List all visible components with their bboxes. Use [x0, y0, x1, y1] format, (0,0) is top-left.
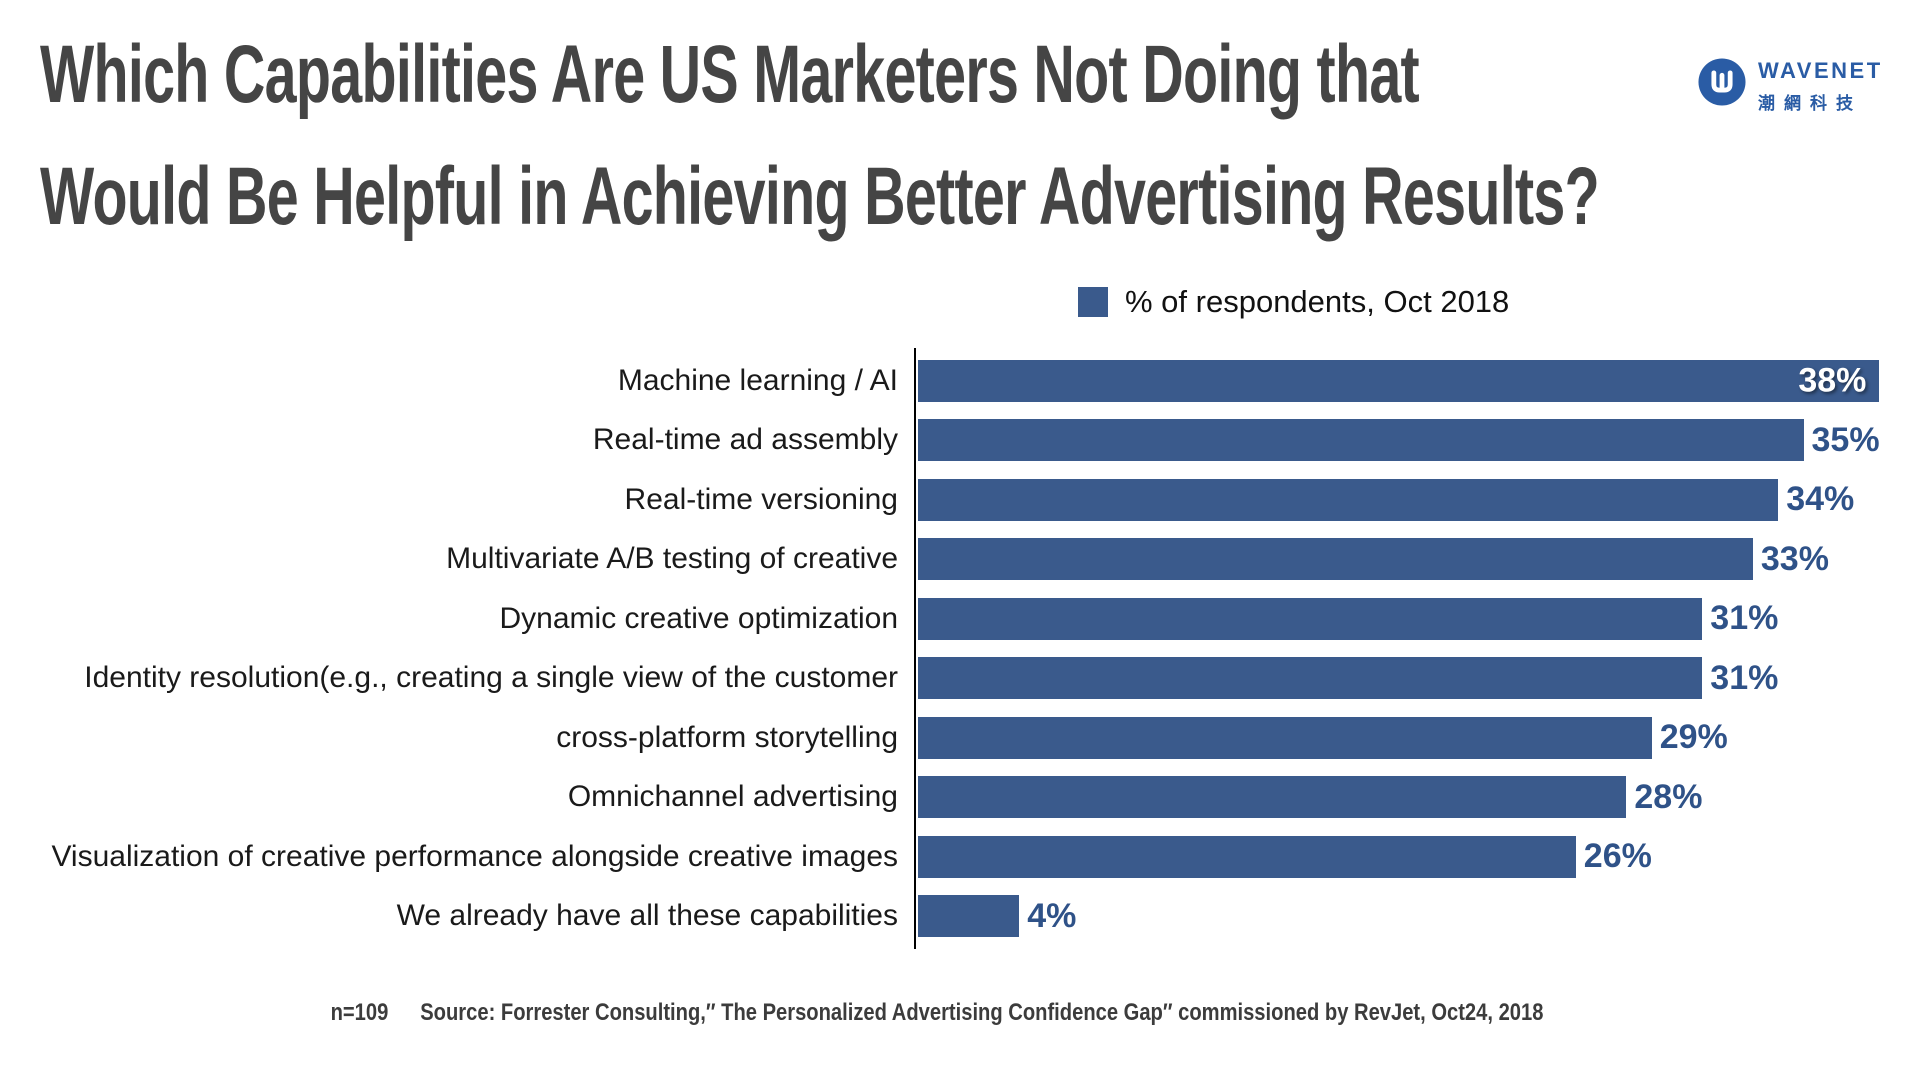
- bar-row: We already have all these capabilities 4…: [0, 887, 1920, 947]
- bar-row: cross-platform storytelling 29%: [0, 708, 1920, 768]
- bar-zone: 26%: [918, 835, 1920, 878]
- page-title-line2: Would Be Helpful in Achieving Better Adv…: [40, 151, 1600, 242]
- bar-zone: 33%: [918, 538, 1920, 581]
- bar: [918, 895, 1020, 938]
- bar-zone: 31%: [918, 657, 1920, 700]
- bar-value-label: 26%: [1583, 837, 1652, 876]
- wavenet-w-circle-icon: [1698, 58, 1746, 106]
- chart-legend: % of respondents, Oct 2018: [1078, 284, 1509, 320]
- category-label: cross-platform storytelling: [556, 720, 898, 754]
- bar-rows: Machine learning / AI 38% Real-time ad a…: [0, 351, 1920, 946]
- legend-label: % of respondents, Oct 2018: [1125, 284, 1510, 319]
- category-label: Dynamic creative optimization: [499, 601, 898, 635]
- bar-value-label: 31%: [1710, 599, 1779, 638]
- logo-text: WAVENET 潮網科技: [1758, 58, 1883, 114]
- bar-zone: 4%: [918, 895, 1920, 938]
- bar: [918, 597, 1703, 640]
- logo-brand-name: WAVENET: [1758, 58, 1883, 83]
- bar-value-label: 29%: [1659, 718, 1728, 757]
- bar-row: Multivariate A/B testing of creative 33%: [0, 530, 1920, 590]
- bar-row: Real-time versioning 34%: [0, 470, 1920, 530]
- category-label: Visualization of creative performance al…: [51, 839, 898, 873]
- bar-zone: 31%: [918, 597, 1920, 640]
- bar-row: Omnichannel advertising 28%: [0, 768, 1920, 828]
- category-label: Identity resolution(e.g., creating a sin…: [84, 661, 898, 695]
- bar-zone: 35%: [918, 419, 1920, 462]
- page-title: Which Capabilities Are US Marketers Not …: [40, 14, 1600, 258]
- bar-chart: Machine learning / AI 38% Real-time ad a…: [0, 348, 1920, 949]
- page-title-line1: Which Capabilities Are US Marketers Not …: [40, 29, 1420, 120]
- bar: [918, 776, 1627, 819]
- bar-zone: 28%: [918, 776, 1920, 819]
- bar: [918, 538, 1753, 581]
- bar-value-label: 33%: [1760, 539, 1829, 578]
- bar-row: Dynamic creative optimization 31%: [0, 589, 1920, 649]
- category-label: Multivariate A/B testing of creative: [446, 542, 898, 576]
- category-label: We already have all these capabilities: [396, 899, 898, 933]
- bar: [918, 478, 1779, 521]
- bar: 38%: [918, 359, 1880, 402]
- bar-value-label: 38%: [1798, 361, 1867, 400]
- bar-value-label: 31%: [1710, 658, 1779, 697]
- bar: [918, 419, 1804, 462]
- bar-value-label: 34%: [1786, 480, 1855, 519]
- category-label: Omnichannel advertising: [567, 780, 898, 814]
- bar-zone: 38%: [918, 359, 1920, 402]
- legend-color-swatch: [1078, 287, 1108, 317]
- bar-zone: 34%: [918, 478, 1920, 521]
- category-label: Real-time ad assembly: [592, 423, 898, 457]
- bar-row: Real-time ad assembly 35%: [0, 411, 1920, 471]
- wavenet-logo: WAVENET 潮網科技: [1698, 58, 1883, 114]
- bar-row: Identity resolution(e.g., creating a sin…: [0, 649, 1920, 709]
- bar-value-label: 4%: [1027, 896, 1077, 935]
- category-label: Real-time versioning: [624, 482, 898, 516]
- bar-value-label: 28%: [1634, 777, 1703, 816]
- bar: [918, 835, 1576, 878]
- logo-brand-name-chinese: 潮網科技: [1758, 94, 1862, 113]
- bar-row: Machine learning / AI 38%: [0, 351, 1920, 411]
- y-axis-line: [914, 348, 916, 949]
- category-label: Machine learning / AI: [617, 363, 898, 397]
- source-note: n=109 Source: Forrester Consulting,″ The …: [150, 999, 1724, 1027]
- bar: [918, 657, 1703, 700]
- bar-value-label: 35%: [1811, 420, 1880, 459]
- bar: [918, 716, 1652, 759]
- sample-size: n=109: [330, 999, 389, 1026]
- source-text: Source: Forrester Consulting,″ The Perso…: [420, 999, 1544, 1026]
- bar-zone: 29%: [918, 716, 1920, 759]
- bar-row: Visualization of creative performance al…: [0, 827, 1920, 887]
